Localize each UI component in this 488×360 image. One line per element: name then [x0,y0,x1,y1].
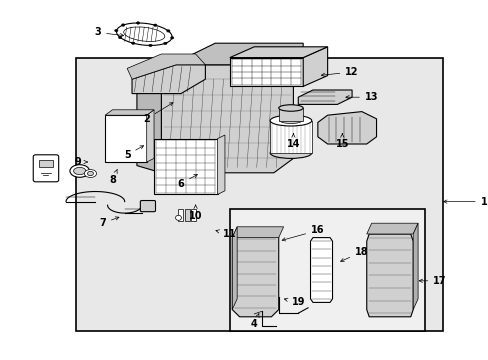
Ellipse shape [121,24,124,26]
FancyBboxPatch shape [140,201,155,212]
Polygon shape [412,223,417,310]
Ellipse shape [118,36,122,39]
Bar [184,209,189,221]
Ellipse shape [153,24,157,27]
Polygon shape [232,234,278,317]
Text: 19: 19 [284,297,305,307]
Ellipse shape [269,115,311,126]
Text: 4: 4 [250,314,259,329]
Ellipse shape [278,105,303,111]
Text: 12: 12 [321,67,358,77]
Polygon shape [298,90,351,104]
Polygon shape [317,112,376,144]
Polygon shape [229,47,327,58]
Text: 10: 10 [188,205,202,221]
Ellipse shape [131,42,135,44]
Text: 16: 16 [282,225,324,241]
Polygon shape [161,65,293,173]
Polygon shape [232,227,237,310]
Bar [269,121,311,153]
Ellipse shape [70,165,89,177]
Ellipse shape [279,118,301,123]
Text: 14: 14 [286,134,300,149]
Polygon shape [366,234,412,317]
Ellipse shape [148,44,152,47]
Ellipse shape [269,148,311,158]
Bar [39,160,53,167]
Text: 6: 6 [177,175,197,189]
Bar [105,115,146,162]
Ellipse shape [170,37,174,39]
Polygon shape [366,223,417,234]
Text: 3: 3 [94,27,123,37]
Text: 11: 11 [216,229,236,239]
Polygon shape [127,54,205,79]
Bar [76,58,442,331]
Bar [154,139,217,194]
Bar [191,209,196,221]
Text: 13: 13 [345,92,378,102]
Text: 7: 7 [99,217,119,228]
Ellipse shape [116,23,172,45]
Text: 18: 18 [340,247,368,262]
Polygon shape [303,47,327,86]
Polygon shape [232,227,283,238]
Bar [278,108,303,121]
Text: 9: 9 [75,157,87,167]
Polygon shape [185,43,303,65]
Ellipse shape [163,42,167,45]
Polygon shape [105,110,154,115]
Ellipse shape [123,27,164,41]
Text: 1: 1 [443,197,487,207]
FancyBboxPatch shape [33,155,59,182]
Ellipse shape [175,215,181,220]
Polygon shape [217,135,224,194]
Text: 5: 5 [123,146,143,160]
Text: 15: 15 [335,134,348,149]
Polygon shape [310,238,332,302]
Text: 2: 2 [143,103,173,124]
Text: 17: 17 [418,276,446,286]
Ellipse shape [87,171,93,176]
Ellipse shape [136,22,140,24]
Polygon shape [146,110,154,162]
Ellipse shape [84,170,96,177]
Bar [178,209,183,221]
Text: 8: 8 [109,170,117,185]
Ellipse shape [166,30,170,32]
Bar [229,209,425,331]
Polygon shape [137,58,185,173]
Polygon shape [132,65,205,94]
Ellipse shape [114,29,118,32]
Ellipse shape [73,167,86,175]
Polygon shape [229,58,303,86]
